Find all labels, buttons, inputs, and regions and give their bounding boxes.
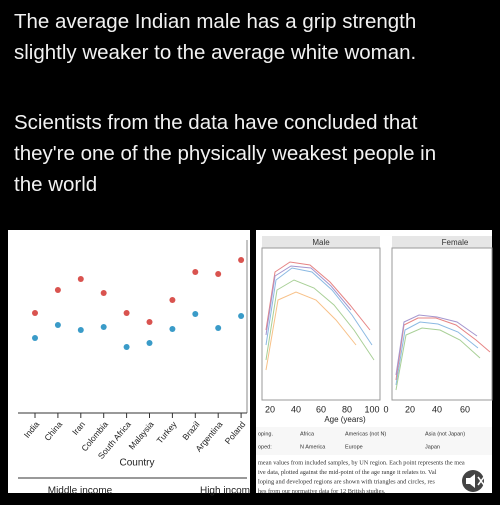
text-line: the world (14, 173, 98, 196)
x-tick-label: 40 (432, 404, 442, 414)
dot (215, 271, 222, 277)
dot (123, 344, 130, 350)
mute-icon[interactable] (466, 474, 475, 488)
plot-frame (261, 247, 381, 401)
post-text: The average Indian male has a grip stren… (14, 6, 416, 68)
dot (169, 326, 176, 332)
group-label: High incom (200, 486, 250, 497)
text-line: The average Indian male has a grip stren… (14, 10, 417, 33)
dot (77, 276, 84, 282)
dot (77, 327, 84, 333)
decorative-lines (265, 261, 491, 391)
legend-text: oping. (258, 431, 273, 437)
dot (146, 319, 153, 325)
x-tick-label: 60 (460, 404, 470, 414)
panel-header (392, 236, 492, 248)
dot (146, 340, 153, 346)
x-axis-label: Country (119, 458, 154, 469)
caption-line: hes from our normative data for 12 Briti… (258, 488, 386, 495)
dot (192, 269, 199, 275)
dot (100, 290, 107, 296)
legend-text: Japan (425, 444, 440, 450)
dot (32, 335, 38, 341)
panel-title: Female (442, 238, 469, 247)
legend-text: Europe (345, 444, 363, 450)
legend-text: Asia (not Japan) (425, 431, 465, 437)
x-tick-label: 100 (364, 404, 379, 414)
dot (238, 313, 245, 319)
dot (238, 257, 245, 263)
dot (123, 310, 130, 316)
panel-title: Male (312, 238, 330, 247)
panel-header (262, 236, 380, 248)
dot (54, 322, 61, 328)
dot (100, 324, 107, 330)
mute-icon (477, 476, 485, 486)
legend-text: Americas (not N) (345, 431, 386, 437)
legend-box (256, 427, 492, 455)
left-image (8, 230, 250, 493)
text-line: slightly weaker to the average white wom… (14, 41, 417, 64)
dot (192, 311, 199, 317)
x-tick-label: 40 (291, 404, 301, 414)
x-tick-label: 60 (316, 404, 326, 414)
x-tick-label: 20 (265, 404, 275, 414)
legend-text: oped: (258, 444, 272, 450)
caption-line: loping and developed regions are shown w… (258, 478, 435, 485)
caption-line: ive data, plotted against the mid-point … (258, 469, 437, 476)
dot (32, 310, 38, 316)
x-axis-label: Age (years) (324, 415, 366, 424)
dot (169, 297, 176, 303)
x-tick-label: 80 (342, 404, 352, 414)
plot-frame (391, 247, 493, 401)
dot (54, 287, 61, 293)
x-tick-label: 20 (405, 404, 415, 414)
legend-text: N America (300, 444, 326, 450)
text-line: Scientists from the data have concluded … (14, 111, 418, 134)
text-line: they're one of the physically weakest pe… (14, 142, 437, 165)
caption-line: mean values from included samples, by UN… (258, 459, 465, 466)
group-label: Middle income (48, 486, 113, 497)
post-text: Scientists from the data have concluded … (14, 107, 436, 200)
legend-text: Africa (300, 431, 315, 437)
dot (215, 325, 222, 331)
x-tick-label: 0 (383, 404, 388, 414)
